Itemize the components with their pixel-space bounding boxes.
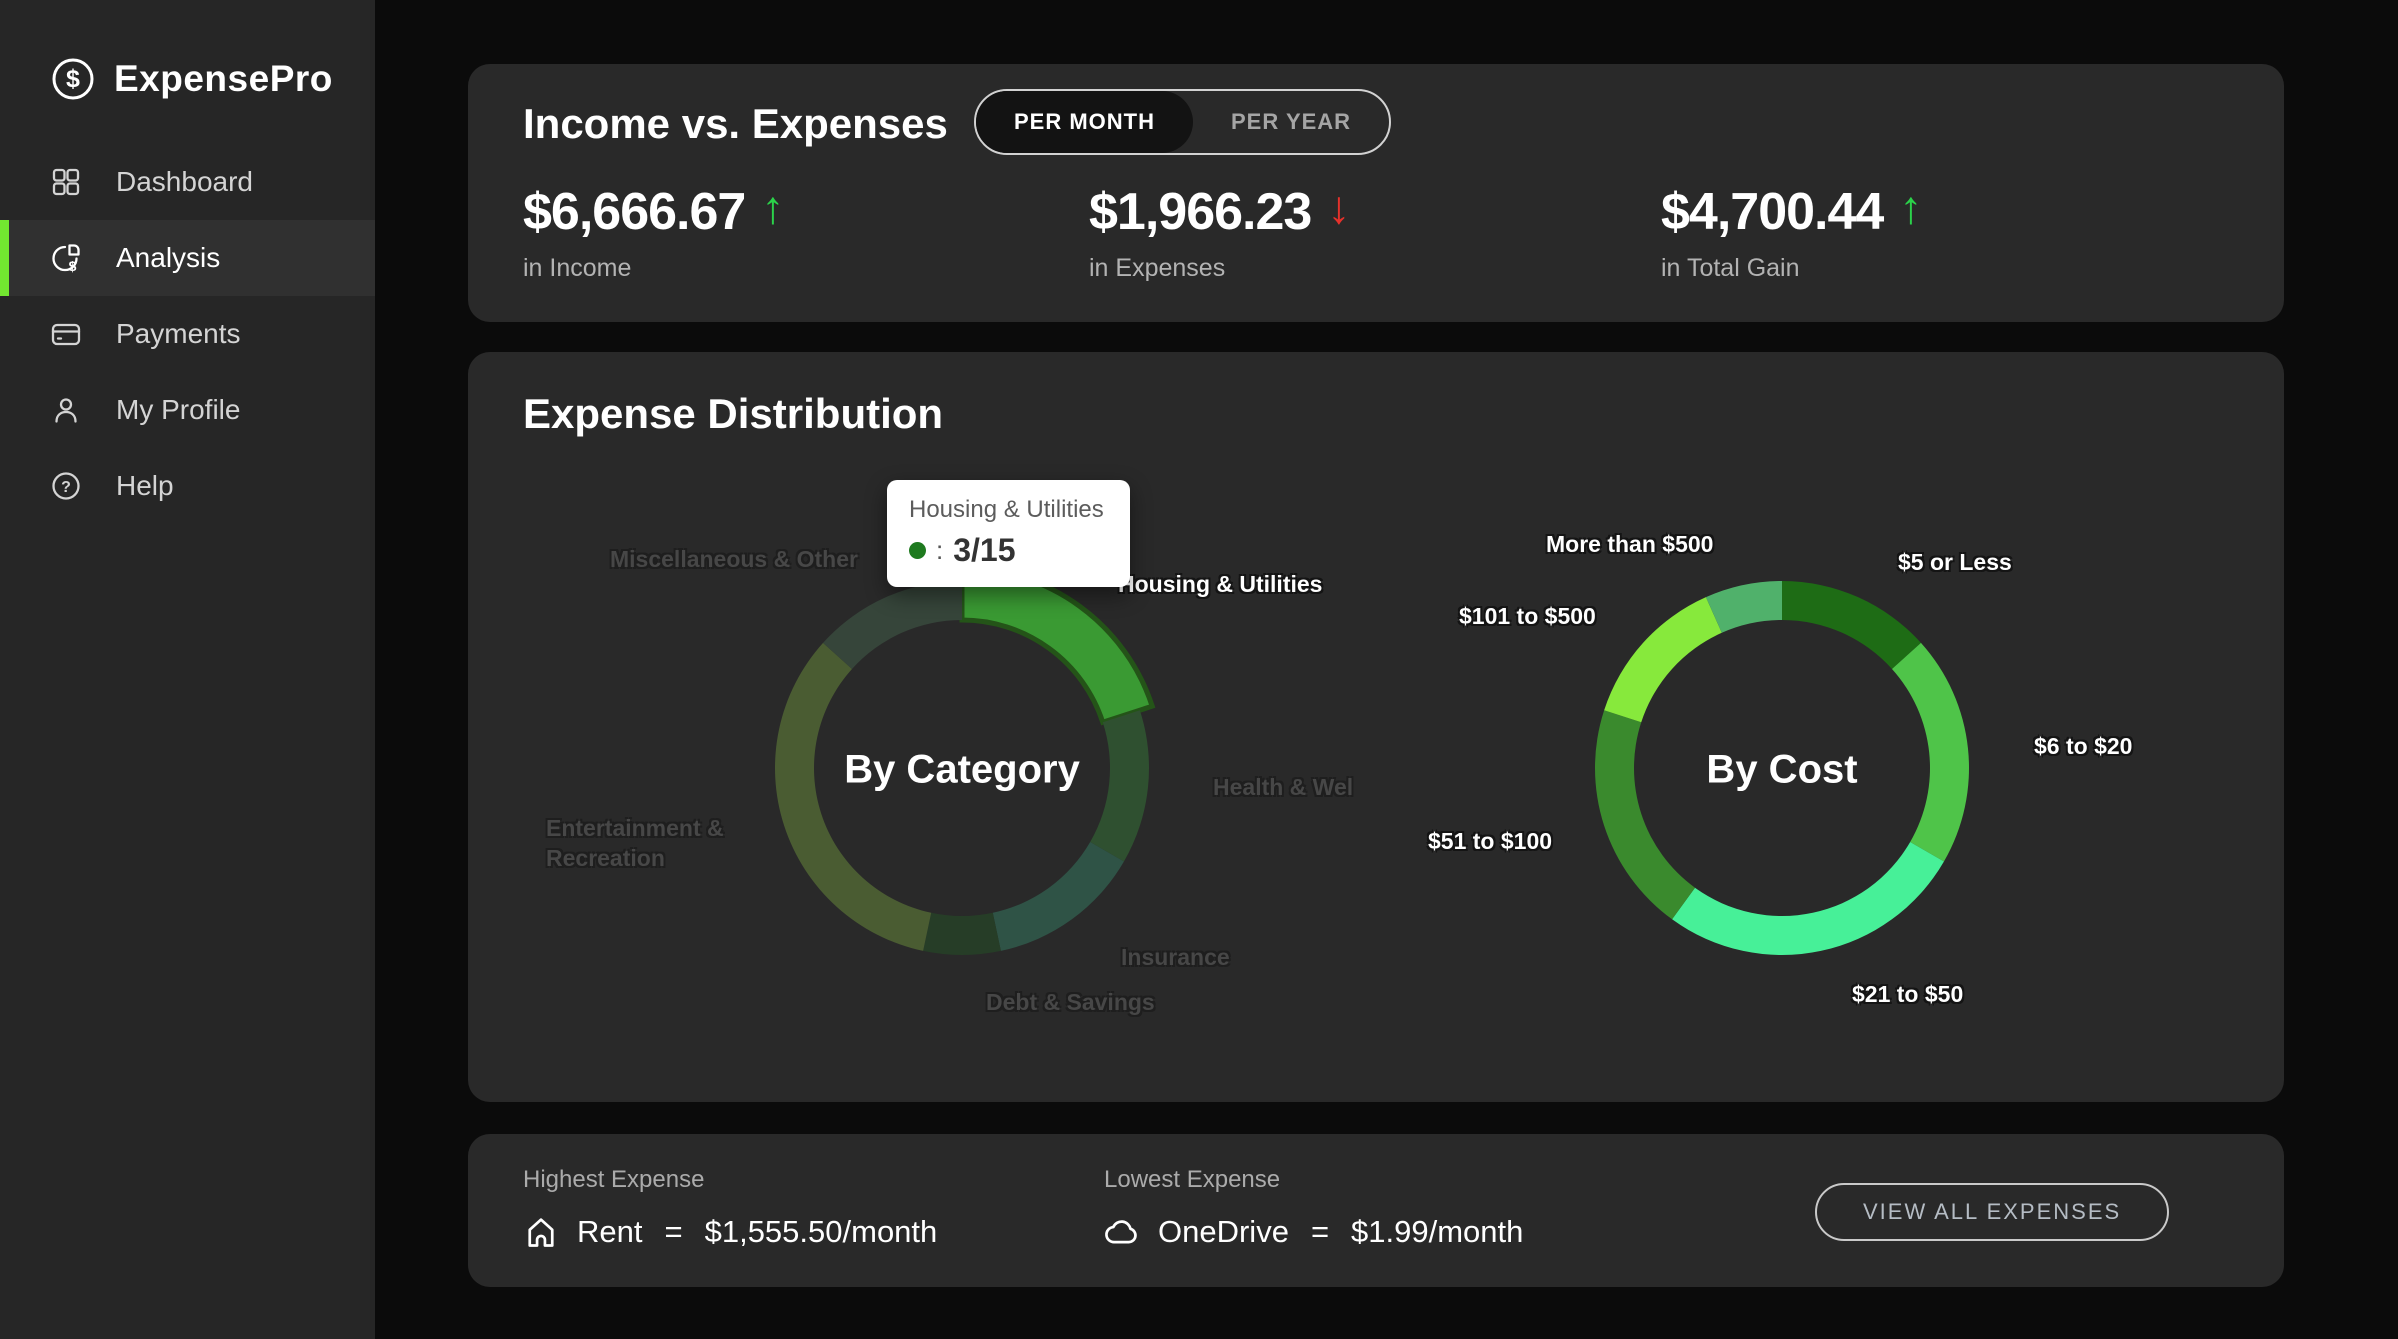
person-icon	[55, 398, 77, 423]
tooltip-separator: :	[936, 535, 944, 565]
chart-tooltip: Housing & Utilities : 3/15	[887, 480, 1130, 587]
cloud-icon	[1105, 1220, 1137, 1244]
by-cost-donut-chart[interactable]	[1542, 528, 2022, 1008]
trend-up-icon: ↑	[1899, 181, 1923, 233]
trend-up-icon: ↑	[761, 181, 785, 233]
highest-expense-name: Rent	[577, 1214, 643, 1249]
tooltip-value: 3/15	[953, 532, 1016, 568]
segment-label-101-to-500: $101 to $500	[1459, 603, 1596, 629]
svg-text:?: ?	[61, 479, 71, 496]
sidebar-nav: Dashboard $ Analysis Payments	[0, 144, 375, 524]
expense-distribution-card: Expense Distribution By Category By Cost…	[468, 352, 2284, 1102]
summary-card: Highest Expense Rent = $1,555.50/month L…	[468, 1134, 2284, 1287]
brand-name: ExpensePro	[114, 58, 333, 99]
donut-segment[interactable]	[923, 912, 1001, 955]
segment-label-insurance: Insurance	[1121, 944, 1230, 970]
segment-label-6-to-20: $6 to $20	[2034, 733, 2133, 759]
segment-label-health-wellness: Health & Wel	[1213, 774, 1354, 800]
donut-segment[interactable]	[1705, 581, 1782, 633]
credit-card-icon	[51, 323, 81, 346]
total-gain-stat: $4,700.44 ↑ in Total Gain	[1661, 182, 1922, 283]
lowest-expense: Lowest Expense OneDrive = $1.99/month	[1104, 1166, 1523, 1250]
segment-label-5-or-less: $5 or Less	[1898, 549, 2012, 575]
sidebar-item-help[interactable]: ? Help	[0, 448, 375, 524]
dollar-circle-logo-icon: $	[52, 58, 94, 100]
distribution-card-title: Expense Distribution	[523, 390, 944, 437]
income-value: $6,666.67	[523, 183, 746, 241]
by-category-center-label: By Category	[844, 747, 1080, 792]
income-label: in Income	[523, 254, 632, 282]
segment-label-51-to-100: $51 to $100	[1428, 828, 1553, 854]
tooltip-series-dot-icon	[909, 542, 926, 559]
question-circle-icon: ?	[52, 472, 80, 500]
brand: $ ExpensePro	[0, 0, 375, 102]
donut-segment[interactable]	[1891, 642, 1969, 862]
sidebar-item-label: Analysis	[116, 242, 221, 273]
donut-segment[interactable]	[1595, 710, 1696, 920]
expenses-stat: $1,966.23 ↓ in Expenses	[1089, 182, 1350, 283]
sidebar-item-my-profile[interactable]: My Profile	[0, 372, 375, 448]
sidebar-item-payments[interactable]: Payments	[0, 296, 375, 372]
segment-label-debt-savings: Debt & Savings	[986, 989, 1155, 1015]
dashboard-grid-icon	[52, 168, 80, 196]
sidebar-item-dashboard[interactable]: Dashboard	[0, 144, 375, 220]
view-all-expenses-button[interactable]: VIEW ALL EXPENSES	[1815, 1183, 2170, 1241]
sidebar-item-label: Help	[116, 470, 174, 501]
income-vs-expenses-card: Income vs. Expenses PER MONTH PER YEAR $…	[468, 64, 2284, 322]
tooltip-title: Housing & Utilities	[909, 496, 1104, 523]
trend-down-icon: ↓	[1327, 181, 1351, 233]
lowest-expense-name: OneDrive	[1158, 1214, 1289, 1249]
segment-label-miscellaneous-other: Miscellaneous & Other	[610, 546, 858, 572]
donut-segment[interactable]	[1604, 597, 1722, 723]
total-gain-label: in Total Gain	[1661, 254, 1800, 282]
sidebar-item-label: Dashboard	[116, 166, 253, 197]
highest-expense-label: Highest Expense	[523, 1166, 705, 1193]
period-toggle[interactable]: PER MONTH PER YEAR	[974, 89, 1392, 155]
toggle-per-month[interactable]: PER MONTH	[976, 91, 1193, 153]
sidebar-item-label: My Profile	[116, 394, 241, 425]
donut-segment[interactable]	[1782, 581, 1921, 669]
pie-dollar-icon: $	[52, 244, 80, 274]
house-icon	[528, 1218, 554, 1247]
by-category-donut-chart[interactable]	[722, 528, 1202, 1008]
highest-expense: Highest Expense Rent = $1,555.50/month	[523, 1166, 937, 1250]
svg-text:$: $	[66, 65, 80, 93]
segment-label-21-to-50: $21 to $50	[1852, 981, 1964, 1007]
income-card-title: Income vs. Expenses	[523, 100, 948, 147]
sidebar: $ ExpensePro Dashboard $ A	[0, 0, 375, 1339]
expenses-label: in Expenses	[1089, 254, 1226, 282]
sidebar-item-analysis[interactable]: $ Analysis	[0, 220, 375, 296]
donut-segment[interactable]	[775, 642, 932, 951]
income-stat: $6,666.67 ↑ in Income	[523, 182, 784, 283]
donut-segment[interactable]	[992, 842, 1124, 951]
donut-segment[interactable]	[1672, 842, 1944, 955]
lowest-expense-value: $1.99/month	[1351, 1214, 1524, 1249]
segment-label-entertainment-recreation: Entertainment & Recreation	[546, 815, 724, 871]
highest-expense-value: $1,555.50/month	[704, 1214, 938, 1249]
toggle-per-year[interactable]: PER YEAR	[1231, 109, 1352, 134]
donut-segment[interactable]	[1090, 710, 1149, 862]
segment-label-housing-utilities: Housing & Utilities	[1118, 571, 1323, 597]
segment-label-more-than-500: More than $500	[1546, 531, 1714, 557]
equals-sign: =	[664, 1214, 683, 1249]
svg-text:$: $	[69, 258, 77, 274]
by-cost-center-label: By Cost	[1706, 747, 1858, 792]
total-gain-value: $4,700.44	[1661, 183, 1884, 241]
donut-segment[interactable]	[823, 581, 962, 669]
expenses-value: $1,966.23	[1089, 183, 1312, 241]
equals-sign: =	[1310, 1214, 1330, 1249]
lowest-expense-label: Lowest Expense	[1104, 1166, 1281, 1193]
sidebar-item-label: Payments	[116, 318, 241, 349]
